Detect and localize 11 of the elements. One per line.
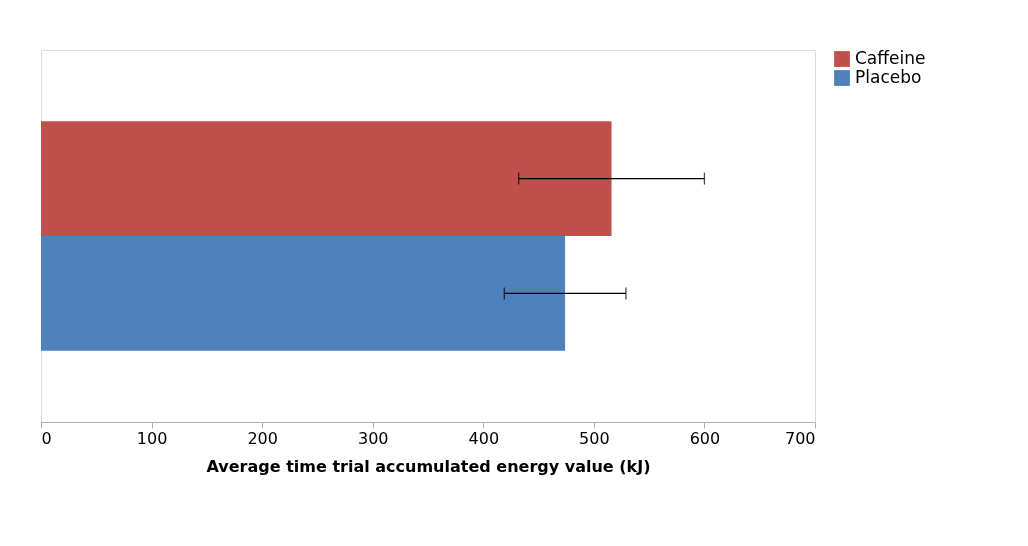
x-tick-label: 200	[247, 428, 278, 448]
x-tick-label: 700	[784, 428, 816, 448]
x-tick-label: 100	[136, 428, 168, 448]
x-axis-title: Average time trial accumulated energy value (kJ)	[206, 456, 651, 476]
x-tick-label: 600	[689, 428, 721, 448]
x-tick-label: 500	[579, 428, 610, 448]
legend-label: Caffeine	[855, 48, 926, 68]
x-tick-label: 400	[468, 428, 500, 448]
legend-label: Placebo	[855, 67, 922, 87]
x-tick-label: 0	[41, 428, 52, 448]
x-tick-label: 300	[357, 428, 389, 448]
